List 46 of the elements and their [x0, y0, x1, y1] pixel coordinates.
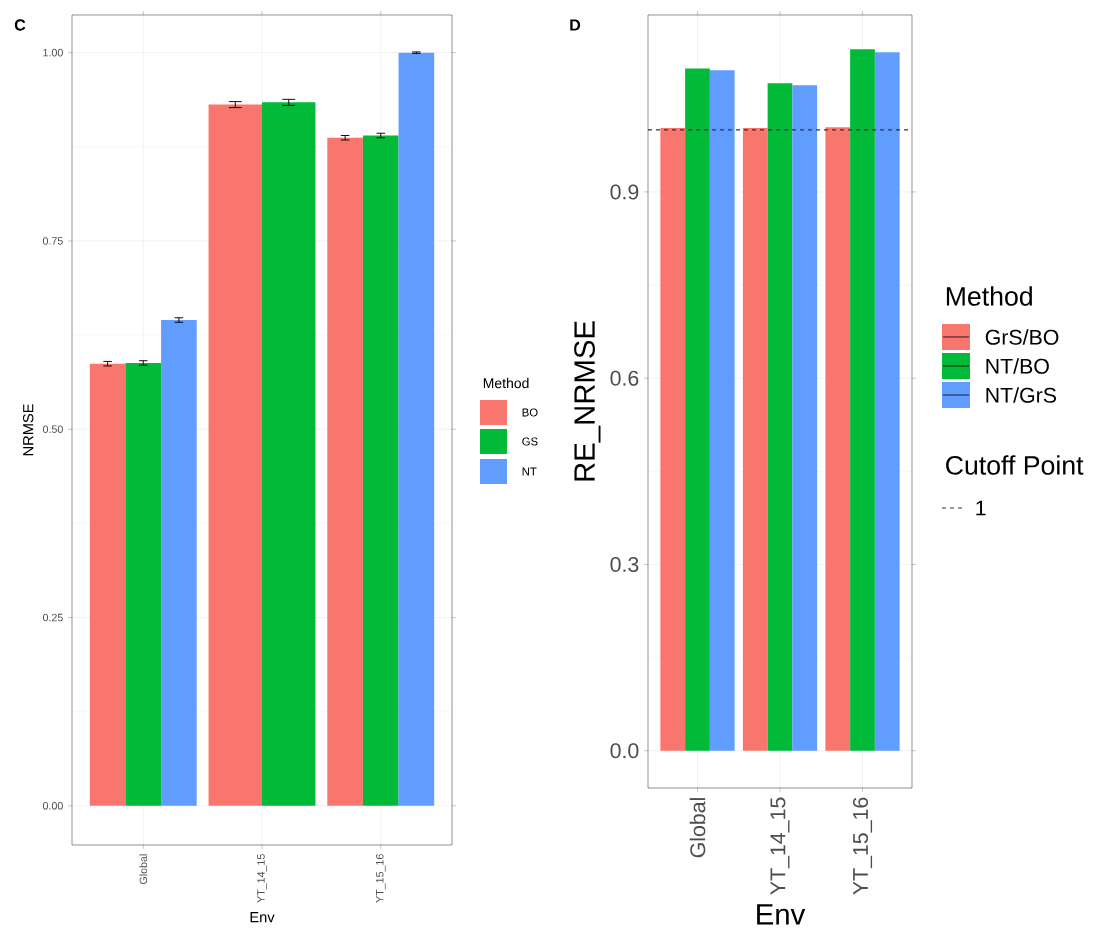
x-tick-label: YT_15_16 — [852, 797, 873, 895]
legend-title: Method — [483, 377, 529, 389]
legend-label: 1 — [976, 500, 986, 516]
bar — [742, 127, 768, 751]
bar — [685, 68, 710, 751]
bar — [362, 135, 399, 806]
bar — [125, 362, 162, 806]
legend-label: GS — [522, 437, 538, 446]
bar — [327, 137, 363, 806]
y-tick-label: 0.25 — [42, 613, 63, 622]
x-tick-label: YT_14_15 — [770, 797, 790, 895]
y-axis-title: RE_NRMSE — [574, 321, 601, 481]
bar — [792, 85, 818, 751]
bar — [709, 70, 735, 751]
x-tick-label: YT_14_15 — [257, 854, 267, 903]
legend-title: Method — [946, 286, 1032, 306]
chart-title: D — [570, 19, 581, 31]
bar — [161, 320, 197, 806]
y-tick-label: 0.9 — [610, 184, 639, 200]
y-tick-label: 0.3 — [610, 556, 639, 573]
x-axis-title: Env — [250, 912, 275, 923]
bar — [89, 363, 126, 806]
y-tick-label: 0.00 — [42, 802, 63, 810]
x-tick-label: Global — [689, 798, 706, 858]
legend-label: BO — [522, 408, 538, 417]
bar — [660, 127, 686, 751]
legend-label: NT — [522, 467, 537, 476]
bar — [850, 49, 875, 751]
x-tick-label: YT_15_16 — [375, 854, 386, 903]
chart-title: C — [14, 19, 26, 31]
bar — [767, 83, 793, 751]
text: Cutoff Point — [946, 455, 1084, 475]
bar — [398, 52, 435, 806]
legend-label: GrS/BO — [985, 329, 1059, 345]
y-tick-label: 0.75 — [42, 237, 63, 245]
x-axis-title: Env — [757, 904, 806, 925]
y-tick-label: 1.00 — [43, 48, 63, 57]
x-tick-label: Global — [139, 854, 148, 884]
legend-label: NT/BO — [986, 358, 1049, 374]
y-axis-title: NRMSE — [23, 404, 34, 456]
bar — [825, 127, 851, 751]
y-tick-label: 0.0 — [610, 743, 639, 759]
y-tick-label: 0.50 — [42, 425, 63, 434]
bar — [874, 52, 900, 751]
y-tick-label: 0.6 — [610, 370, 639, 386]
legend-label: NT/GrS — [986, 387, 1057, 403]
